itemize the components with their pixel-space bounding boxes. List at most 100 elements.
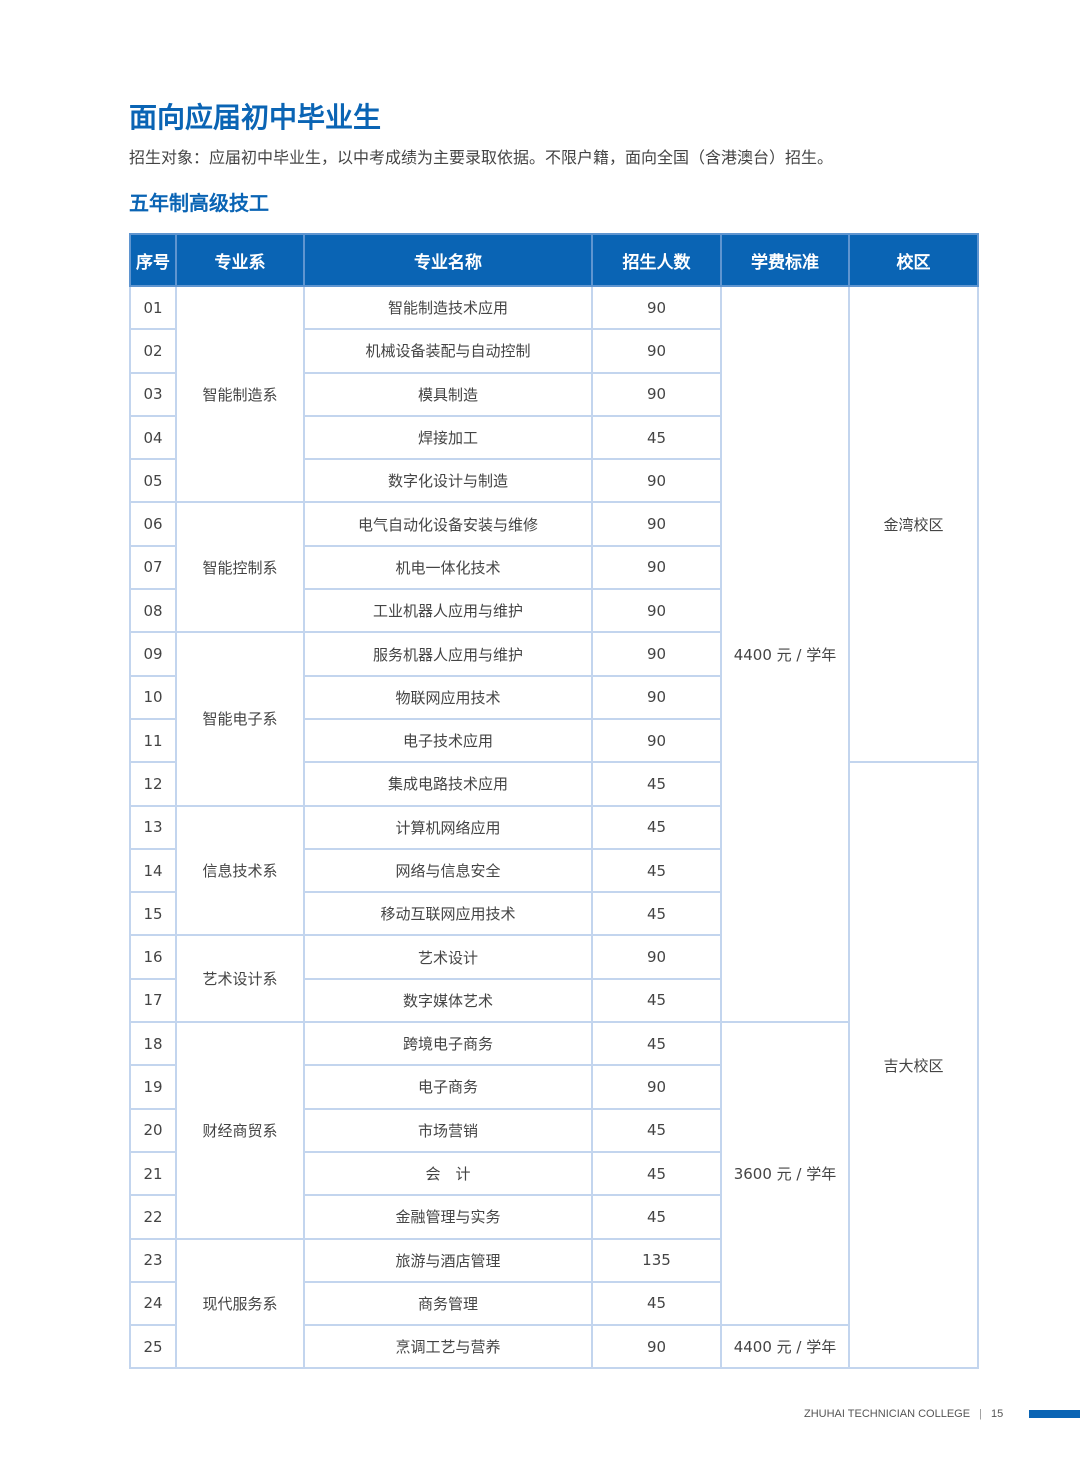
major-name: 市场营销: [303, 1107, 593, 1153]
section-subtitle: 五年制高级技工: [129, 191, 269, 215]
row-number: 11: [129, 717, 177, 764]
header-fee: 学费标准: [720, 233, 850, 287]
row-number: 15: [129, 891, 177, 937]
major-name: 商务管理: [303, 1280, 593, 1327]
enrollment-count: 90: [591, 717, 722, 764]
major-name: 网络与信息安全: [303, 847, 593, 894]
fee-cell: 3600 元 / 学年: [720, 1021, 850, 1327]
major-name: 计算机网络应用: [303, 804, 593, 850]
table-row: 05 数字化设计与制造 90: [129, 458, 978, 504]
department-cell: 艺术设计系: [175, 934, 305, 1024]
table-row: 10 物联网应用技术 90: [129, 674, 978, 720]
row-number: 24: [129, 1280, 177, 1327]
intro-text: 招生对象：应届初中毕业生，以中考成绩为主要录取依据。不限户籍，面向全国（含港澳台…: [129, 148, 834, 167]
enrollment-count: 90: [591, 371, 722, 417]
table-row: 20 市场营销 45: [129, 1107, 978, 1153]
department-cell: 财经商贸系: [175, 1021, 305, 1240]
major-name: 机电一体化技术: [303, 544, 593, 591]
enrollment-count: 90: [591, 284, 722, 331]
major-name: 电子技术应用: [303, 717, 593, 764]
row-number: 03: [129, 371, 177, 417]
row-number: 04: [129, 414, 177, 461]
major-name: 会 计: [303, 1150, 593, 1197]
table-row: 12 集成电路技术应用 45 吉大校区: [129, 761, 979, 1370]
department-cell: 智能控制系: [175, 501, 305, 634]
enrollment-count: 90: [591, 1064, 722, 1110]
table-row: 21 会 计 45: [129, 1150, 978, 1197]
enrollment-count: 90: [591, 1324, 722, 1370]
campus-cell: 吉大校区: [848, 761, 979, 1370]
row-number: 19: [129, 1064, 177, 1110]
row-number: 01: [129, 284, 177, 331]
table-row: 04 焊接加工 45: [129, 414, 978, 461]
major-name: 集成电路技术应用: [303, 761, 593, 807]
department-cell: 现代服务系: [175, 1237, 305, 1370]
major-name: 旅游与酒店管理: [303, 1237, 593, 1283]
fee-cell: 4400 元 / 学年: [720, 284, 850, 1024]
enrollment-count: 90: [591, 674, 722, 720]
footer-separator: |: [979, 1408, 982, 1420]
table-row: 18 财经商贸系 跨境电子商务 45 3600 元 / 学年: [129, 1021, 978, 1327]
enrollment-count: 90: [591, 631, 722, 677]
enrollment-count: 90: [591, 588, 722, 634]
major-name: 工业机器人应用与维护: [303, 588, 593, 634]
fee-cell: 4400 元 / 学年: [720, 1324, 850, 1370]
major-name: 烹调工艺与营养: [303, 1324, 593, 1370]
table-row: 11 电子技术应用 90: [129, 717, 978, 764]
row-number: 09: [129, 631, 177, 677]
major-name: 数字媒体艺术: [303, 977, 593, 1024]
header-campus: 校区: [848, 233, 979, 287]
row-number: 13: [129, 804, 177, 850]
row-number: 10: [129, 674, 177, 720]
header-major: 专业名称: [303, 233, 593, 287]
row-number: 20: [129, 1107, 177, 1153]
enrollment-count: 135: [591, 1237, 722, 1283]
enrollment-count: 45: [591, 804, 722, 850]
table-row: 02 机械设备装配与自动控制 90: [129, 328, 978, 374]
row-number: 25: [129, 1324, 177, 1370]
major-name: 智能制造技术应用: [303, 284, 593, 331]
enrollment-count: 45: [591, 761, 722, 807]
row-number: 02: [129, 328, 177, 374]
enrollment-count: 90: [591, 501, 722, 547]
table-row: 14 网络与信息安全 45: [129, 847, 978, 894]
major-name: 跨境电子商务: [303, 1021, 593, 1067]
enrollment-count: 90: [591, 458, 722, 504]
footer: ZHUHAI TECHNICIAN COLLEGE | 15: [804, 1408, 1003, 1420]
header-no: 序号: [129, 233, 177, 287]
page-number: 15: [991, 1408, 1004, 1420]
enrollment-count: 45: [591, 414, 722, 461]
row-number: 22: [129, 1194, 177, 1240]
major-name: 物联网应用技术: [303, 674, 593, 720]
footer-college: ZHUHAI TECHNICIAN COLLEGE: [804, 1408, 971, 1420]
table-row: 23 现代服务系 旅游与酒店管理 135: [129, 1237, 978, 1370]
table-row: 16 艺术设计系 艺术设计 90: [129, 934, 978, 1024]
department-cell: 信息技术系: [175, 804, 305, 937]
table-row: 22 金融管理与实务 45: [129, 1194, 978, 1240]
row-number: 07: [129, 544, 177, 591]
table-row: 25 烹调工艺与营养 90 4400 元 / 学年: [129, 1324, 978, 1370]
row-number: 12: [129, 761, 177, 807]
enrollment-count: 45: [591, 977, 722, 1024]
header-department: 专业系: [175, 233, 305, 287]
major-name: 移动互联网应用技术: [303, 891, 593, 937]
major-name: 艺术设计: [303, 934, 593, 980]
major-name: 电子商务: [303, 1064, 593, 1110]
enrollment-count: 45: [591, 1021, 722, 1067]
page-title: 面向应届初中毕业生: [129, 101, 382, 134]
enrollment-count: 45: [591, 1194, 722, 1240]
table-row: 17 数字媒体艺术 45: [129, 977, 978, 1024]
row-number: 06: [129, 501, 177, 547]
major-name: 数字化设计与制造: [303, 458, 593, 504]
table-row: 09 智能电子系 服务机器人应用与维护 90: [129, 631, 978, 807]
major-name: 电气自动化设备安装与维修: [303, 501, 593, 547]
enrollment-count: 45: [591, 1150, 722, 1197]
table-row: 13 信息技术系 计算机网络应用 45: [129, 804, 978, 937]
row-number: 17: [129, 977, 177, 1024]
row-number: 16: [129, 934, 177, 980]
enrollment-table: 序号 专业系 专业名称 招生人数 学费标准 校区 01 智能制造系 智能制造技术应用…: [129, 233, 979, 1370]
enrollment-count: 45: [591, 1280, 722, 1327]
major-name: 模具制造: [303, 371, 593, 417]
enrollment-count: 45: [591, 847, 722, 894]
